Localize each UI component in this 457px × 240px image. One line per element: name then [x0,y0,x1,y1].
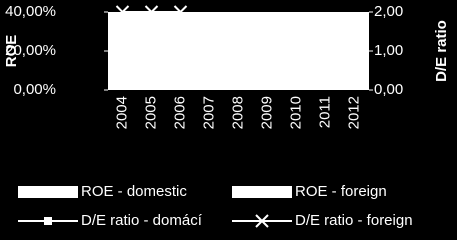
x-tick-label: 2009 [258,96,275,129]
x-tick-label: 2005 [142,96,159,129]
legend-marker [44,217,52,225]
marker [144,5,159,19]
y2-tick-label: 1,00 [374,42,403,59]
x-tick-label: 2007 [200,96,217,129]
y2-tick-label: 0,00 [374,81,403,98]
legend-marker [255,214,269,228]
x-tick-label: 2004 [113,96,130,129]
legend-swatch [18,186,78,198]
legend-swatch [232,186,292,198]
x-tick-label: 2011 [316,96,333,128]
marker [115,5,130,19]
y-tick-label: 0,00% [13,81,56,98]
y-axis-label: ROE [3,35,20,68]
x-tick-label: 2008 [229,96,246,129]
y-tick-label: 20,00% [5,42,56,59]
y-tick-label: 40,00% [5,3,56,20]
legend-label: D/E ratio - foreign [295,212,413,229]
y2-axis-label: D/E ratio [433,20,450,82]
chart: ROE D/E ratio 0,00% 20,00% 40,00% 0,00 1,00 2… [2,2,450,229]
x-tick-label: 2006 [171,96,188,129]
marker [173,5,188,19]
plot-area [108,12,369,90]
legend-label: ROE - domestic [81,183,187,200]
legend-label: D/E ratio - domácí [81,212,203,229]
y2-tick-label: 2,00 [374,3,403,20]
x-tick-label: 2012 [345,96,362,129]
x-tick-label: 2010 [287,96,304,129]
legend-label: ROE - foreign [295,183,387,200]
